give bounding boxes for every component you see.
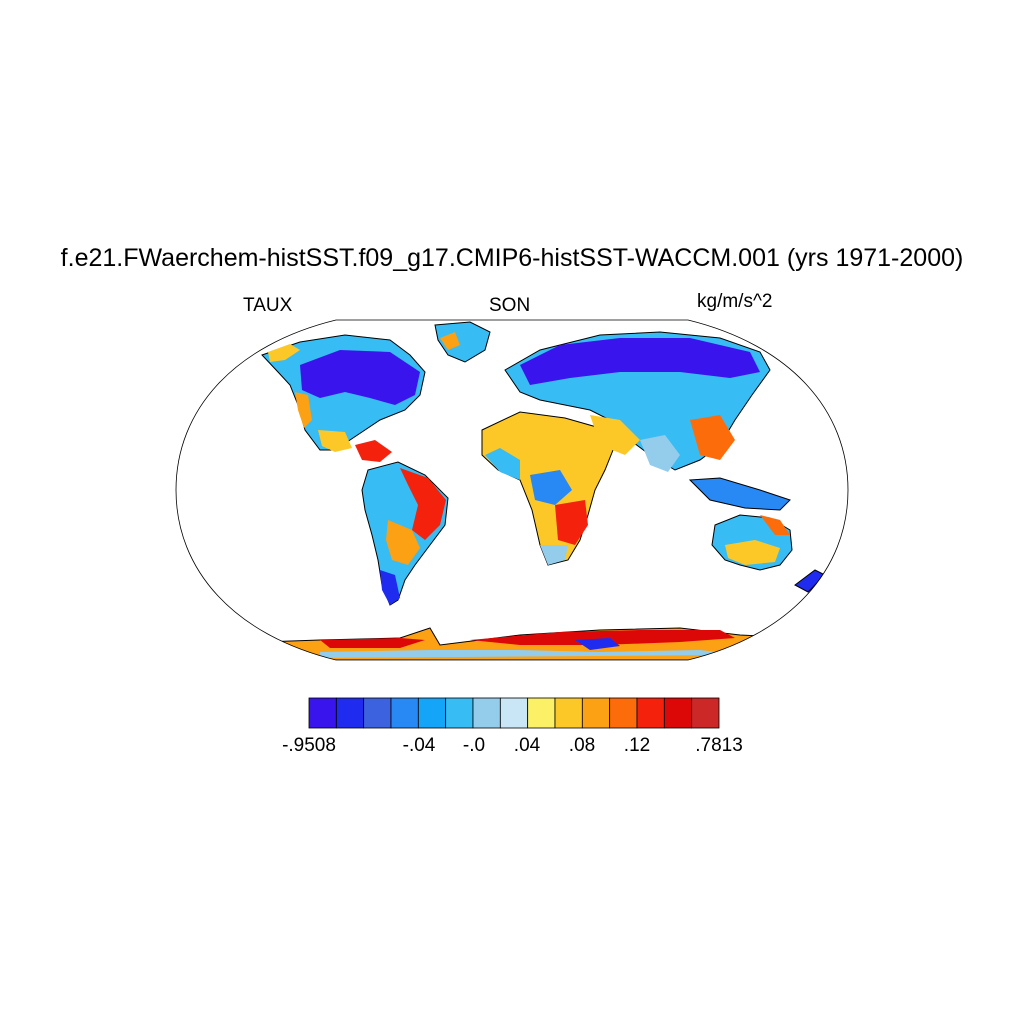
- colorbar-swatch: [636, 697, 665, 729]
- new-zealand: [794, 569, 826, 593]
- colorbar-swatch: [527, 697, 556, 729]
- colorbar-swatch: [581, 697, 611, 729]
- greenland: [434, 321, 491, 363]
- colorbar-swatch: [363, 697, 392, 729]
- colorbar-swatch: [554, 697, 583, 729]
- maritime-continent: [688, 477, 791, 511]
- south-america-east-warm: [400, 468, 446, 540]
- gulf-coast: [318, 430, 352, 452]
- colorbar-swatch: [417, 697, 447, 729]
- greenland-warm: [440, 332, 460, 350]
- africa-south-warm: [555, 500, 588, 545]
- colorbar-swatch: [445, 697, 474, 729]
- africa-west-cool: [485, 448, 520, 480]
- colorbar-tick-label: .08: [568, 735, 596, 756]
- caribbean: [355, 440, 392, 462]
- colorbar-tick-label: -.04: [402, 735, 436, 756]
- antarctica-red-band-east: [470, 630, 735, 645]
- colorbar-swatch: [609, 697, 638, 729]
- colorbar: [308, 697, 720, 729]
- colorbar-tick-label: -.9508: [282, 735, 336, 756]
- colorbar-swatch: [663, 697, 693, 729]
- colorbar-swatch: [308, 697, 337, 729]
- north-america-north-band: [300, 350, 420, 405]
- units-label: kg/m/s^2: [697, 291, 773, 312]
- eurasia-north-band: [520, 338, 760, 385]
- colorbar-swatch: [472, 697, 501, 729]
- variable-label: TAUX: [243, 295, 293, 316]
- plot-title: f.e21.FWaerchem-histSST.f09_g17.CMIP6-hi…: [60, 244, 964, 272]
- colorbar-swatch: [335, 697, 365, 729]
- south-america-central-warm: [386, 520, 420, 565]
- antarctica-red-band: [320, 638, 425, 648]
- land-fill: [176, 321, 848, 660]
- antarctica-cool-band: [320, 650, 740, 658]
- australia-south-warm: [725, 540, 780, 565]
- middle-east-warm: [590, 415, 640, 455]
- alaska-warm: [268, 344, 300, 362]
- east-asia-warm: [690, 415, 735, 460]
- south-asia: [640, 435, 680, 472]
- africa-tip-cool: [540, 545, 568, 565]
- colorbar-tick-label: -.0: [462, 735, 486, 756]
- australia-north-warm: [760, 515, 790, 535]
- colorbar-swatch: [691, 697, 720, 729]
- colorbar-swatch: [390, 697, 419, 729]
- map-outline: [175, 319, 849, 661]
- south-america-south-cool: [380, 570, 400, 605]
- colorbar-tick-label: .04: [513, 735, 541, 756]
- colorbar-tick-label: .7813: [695, 735, 743, 756]
- antarctica-blue-strip: [575, 638, 620, 650]
- colorbar-swatch: [499, 697, 529, 729]
- colorbar-tick-label: .12: [623, 735, 651, 756]
- north-america-west-warm: [295, 392, 312, 428]
- africa-central-cool: [530, 470, 572, 505]
- season-label: SON: [489, 295, 531, 316]
